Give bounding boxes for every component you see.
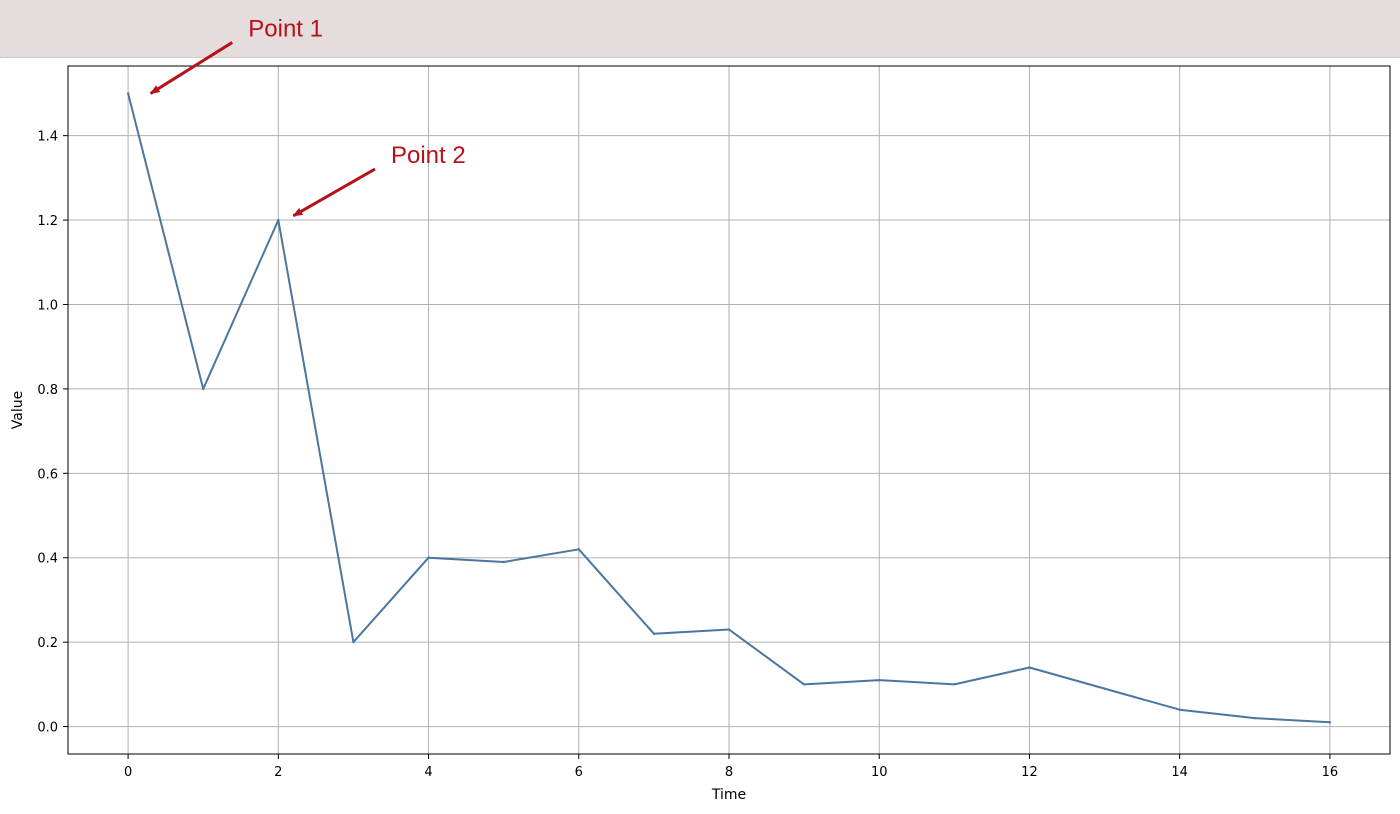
data-point <box>502 560 505 564</box>
x-tick-label: 10 <box>871 765 888 780</box>
annotation-label: Point 1 <box>248 15 323 42</box>
data-point <box>1028 666 1031 669</box>
annotation-label: Point 2 <box>391 142 466 169</box>
data-point <box>277 218 280 222</box>
x-tick-label: 6 <box>575 765 583 780</box>
y-tick-label: 0.6 <box>37 467 58 482</box>
grid-lines <box>68 66 1390 754</box>
data-point <box>1103 687 1106 690</box>
y-tick-label: 1.4 <box>37 130 58 145</box>
y-tick-label: 1.2 <box>37 214 58 229</box>
data-point <box>878 678 881 682</box>
y-tick-label: 0.2 <box>37 636 58 651</box>
data-point <box>1253 716 1256 720</box>
y-tick-label: 0.8 <box>37 383 58 398</box>
y-tick-label: 1.0 <box>37 298 58 313</box>
data-point <box>953 683 956 686</box>
x-tick-label: 0 <box>124 765 132 780</box>
series-lines <box>126 92 1332 724</box>
x-tick-label: 16 <box>1322 765 1339 780</box>
data-point <box>1178 708 1181 711</box>
data-point <box>126 92 130 95</box>
data-point <box>352 640 355 644</box>
y-tick-label: 0.4 <box>37 552 58 567</box>
x-tick-label: 14 <box>1171 765 1188 780</box>
x-tick-label: 12 <box>1021 765 1038 780</box>
x-tick-label: 4 <box>424 765 432 780</box>
y-axis-label: Value <box>10 391 26 429</box>
annotation-arrow <box>149 41 234 95</box>
y-tick-label: 0.0 <box>37 721 58 736</box>
annotation-arrow <box>292 167 376 218</box>
x-axis-label: Time <box>711 787 746 803</box>
annotations: Point 1 Point 2 <box>149 15 466 218</box>
x-tick-label: 8 <box>725 765 733 780</box>
header-band <box>0 0 1400 58</box>
data-point <box>802 683 806 686</box>
data-point <box>577 548 580 551</box>
x-axis-ticks: 0 2 4 6 8 10 12 14 16 <box>124 754 1338 780</box>
data-point <box>427 556 430 559</box>
data-point <box>727 628 731 631</box>
data-point <box>1328 721 1332 724</box>
x-tick-label: 2 <box>274 765 282 780</box>
data-point <box>202 387 205 391</box>
data-point <box>652 632 656 635</box>
y-axis-ticks: 0.0 0.2 0.4 0.6 0.8 1.0 1.2 1.4 <box>37 130 68 736</box>
